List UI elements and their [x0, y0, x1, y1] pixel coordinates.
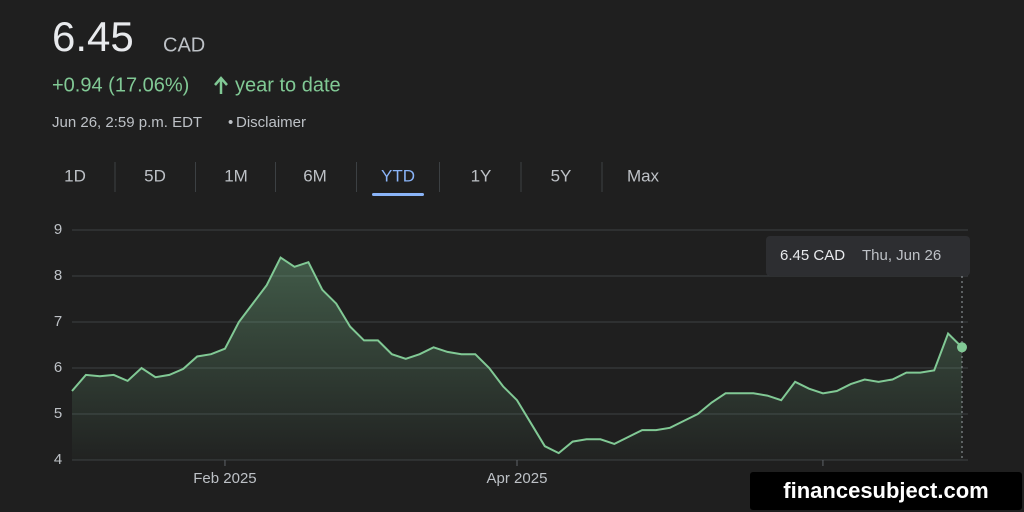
y-tick-label: 9: [54, 221, 62, 238]
tab[interactable]: 1Y: [471, 166, 492, 185]
watermark-box: [750, 472, 1022, 510]
disclaimer[interactable]: Disclaimer: [236, 114, 306, 131]
x-tick-label: Feb 2025: [193, 470, 256, 487]
up-arrow: [214, 76, 228, 94]
x-tick-label: Apr 2025: [487, 470, 548, 487]
tab[interactable]: 6M: [303, 166, 327, 185]
tab[interactable]: 5Y: [551, 166, 572, 185]
watermark: financesubject.com: [783, 478, 988, 503]
tooltip-box: [766, 236, 970, 276]
y-tick-label: 4: [54, 451, 62, 468]
tab-indicator: [372, 193, 424, 196]
period: year to date: [235, 74, 341, 96]
currency: CAD: [163, 34, 205, 56]
tab[interactable]: 1M: [224, 166, 248, 185]
price: 6.45: [52, 13, 134, 60]
tab[interactable]: Max: [627, 166, 660, 185]
tab[interactable]: 5D: [144, 166, 166, 185]
y-tick-label: 6: [54, 359, 62, 376]
y-tick-label: 5: [54, 405, 62, 422]
change: +0.94 (17.06%): [52, 74, 189, 96]
tab[interactable]: YTD: [381, 166, 415, 185]
area: [72, 257, 962, 460]
tooltip-date: Thu, Jun 26: [862, 247, 941, 264]
current-point: [957, 342, 967, 353]
y-tick-label: 7: [54, 313, 62, 330]
y-tick-label: 8: [54, 267, 62, 284]
separator-dot: •: [228, 114, 233, 131]
tab[interactable]: 1D: [64, 166, 86, 185]
tooltip-price: 6.45 CAD: [780, 247, 845, 264]
price-line: [71, 256, 963, 455]
timestamp: Jun 26, 2:59 p.m. EDT: [52, 114, 202, 131]
